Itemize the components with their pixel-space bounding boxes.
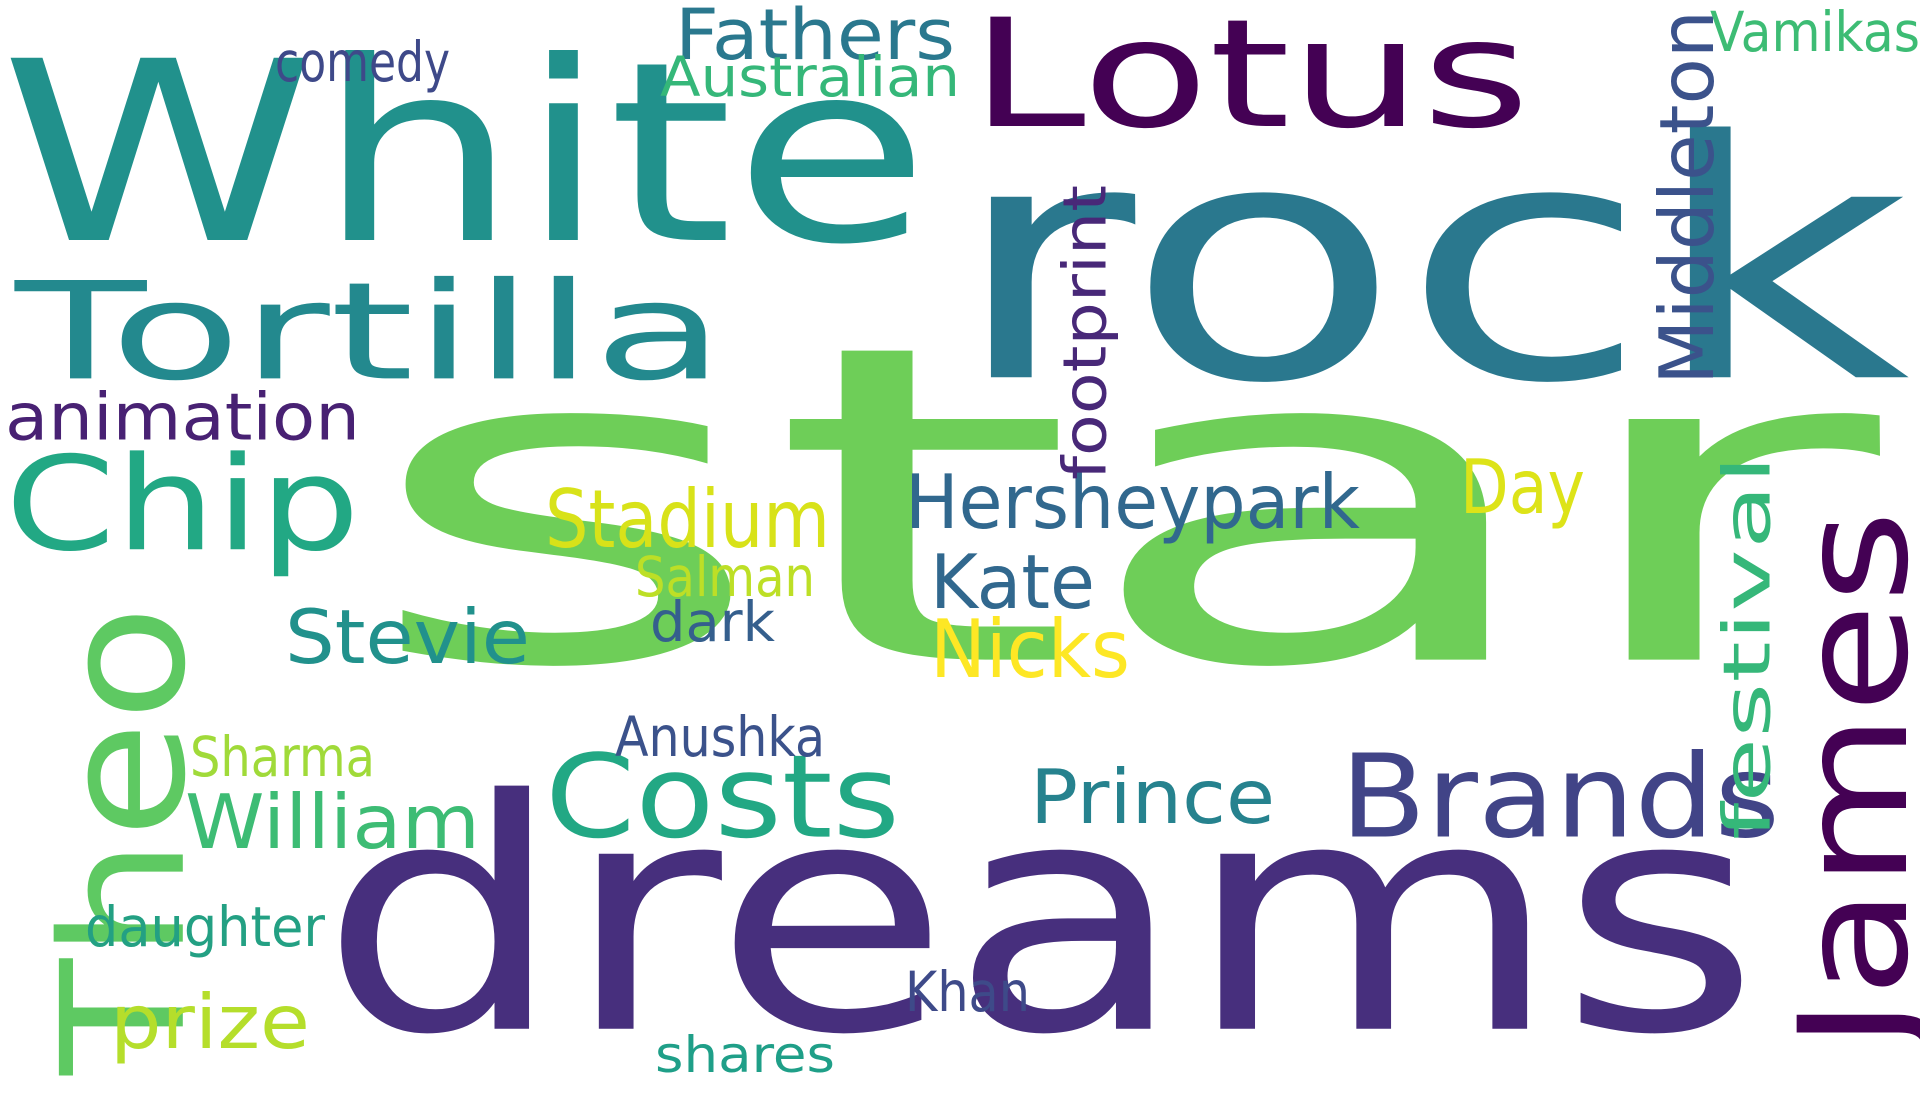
word-prize: prize bbox=[110, 978, 310, 1066]
word-rock: rock bbox=[950, 70, 1910, 457]
word-dark: dark bbox=[650, 590, 775, 655]
word-kate: Kate bbox=[930, 538, 1095, 626]
word-lotus: Lotus bbox=[970, 0, 1530, 162]
word-white: White bbox=[0, 7, 930, 300]
word-hersheypark: Hersheypark bbox=[905, 458, 1360, 546]
word-star: star bbox=[360, 250, 1880, 766]
word-stevie: Stevie bbox=[285, 593, 530, 681]
word-shares: shares bbox=[655, 1025, 835, 1084]
word-tortilla: Tortilla bbox=[15, 252, 725, 411]
word-prince: Prince bbox=[1030, 753, 1275, 841]
word-costs: Costs bbox=[545, 729, 900, 865]
word-khan: Khan bbox=[905, 960, 1030, 1025]
word-anushka: Anushka bbox=[615, 705, 825, 770]
word-daughter: daughter bbox=[85, 895, 325, 960]
word-sharma: Sharma bbox=[190, 725, 375, 790]
word-footprint: footprint bbox=[1049, 184, 1120, 480]
word-day: Day bbox=[1460, 443, 1585, 531]
word-stadium: Stadium bbox=[545, 472, 830, 567]
word-chip: Chip bbox=[5, 428, 360, 581]
word-animation: animation bbox=[5, 379, 360, 456]
word-william: William bbox=[185, 778, 480, 866]
word-nicks: Nicks bbox=[930, 602, 1130, 697]
word-salman: Salman bbox=[635, 545, 815, 610]
word-festival: festival bbox=[1709, 455, 1786, 840]
word-vamikas: Vamikas bbox=[1710, 0, 1920, 65]
word-australian: Australian bbox=[660, 45, 960, 110]
word-comedy: comedy bbox=[275, 30, 450, 95]
word-dreams: dreams bbox=[320, 731, 1760, 1106]
word-cloud: star dreams rock White Lotus James Torti… bbox=[0, 0, 1920, 1080]
word-james: James bbox=[1766, 510, 1920, 1050]
word-middleton: Middleton bbox=[1643, 10, 1731, 386]
word-brands: Brands bbox=[1340, 729, 1780, 865]
word-fathers: Fathers bbox=[675, 0, 955, 76]
